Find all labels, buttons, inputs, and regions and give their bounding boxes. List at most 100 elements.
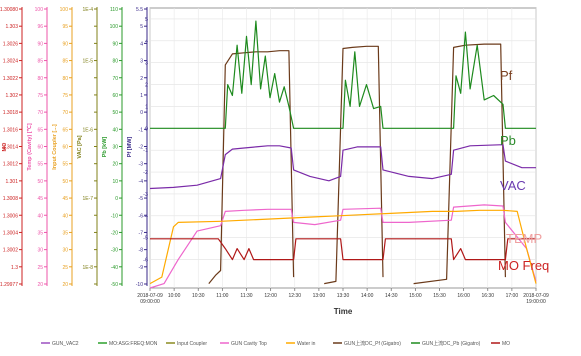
axis-tick-label: 96 [37,24,43,30]
axis-tick-label: 1E-8 [82,265,93,271]
series-line [149,209,537,285]
legend-item[interactable]: MO:ASG:FREQ:MON [98,341,158,347]
legend: GUN_VAC2 MO:ASG:FREQ:MON Input Coupler GUN … [41,340,510,347]
axis-tick-label: 65 [37,127,43,133]
legend-item[interactable]: Input Coupler [166,341,207,347]
series-label: Pf [500,68,513,83]
axis-tick-label: 5 [140,24,143,30]
series-line [208,50,295,284]
axis-label: VAC [Pa] [77,135,83,158]
axis-tick-label: 1.3012 [3,162,19,168]
legend-label: GUN上流DC_Pf (Gigatro) [344,340,401,347]
axis-0: 1.30080 1.303 1.3026 1.3024 1.3022 1.302 1.301… [0,7,23,288]
axis-tick-label: 80 [62,76,68,82]
axis-tick-label: -8 [139,248,144,254]
axis-tick-label: 85 [37,59,43,65]
x-tick-label: 12:30 [288,293,301,299]
axis-tick-label: 80 [112,59,118,65]
series-line [149,204,537,289]
series-label: VAC [500,178,526,193]
axis-tick-label: -30 [111,248,118,254]
legend-label: Water in [297,341,316,347]
series-4 [149,209,537,285]
series-line [149,144,536,190]
axis-tick-label: 50 [62,179,68,185]
axis-tick-label: -40 [111,265,118,271]
axis-tick-label: 1.3016 [3,127,19,133]
x-tick-label: 11:00 [216,293,228,299]
axis-tick-label: -1 [139,127,144,133]
axis-tick-label: 40 [37,213,43,219]
axis-tick-label: -9 [139,265,144,271]
axis-tick-label: 75 [37,93,43,99]
axis-tick-label: 45 [37,196,43,202]
axis-tick-label: 60 [112,93,118,99]
y-tick-label: 5 [145,17,148,23]
series-label: TEMP [506,231,542,246]
axis-tick-label: 40 [62,213,68,219]
axis-tick-label: 1.3026 [3,41,19,47]
axis-tick-label: 90 [37,41,43,47]
axis-tick-label: -20 [111,230,118,236]
axis-tick-label: 50 [37,179,43,185]
x-tick-label: 15:30 [433,293,446,299]
legend-item[interactable]: Water in [286,341,316,347]
legend-label: Input Coupler [177,341,207,347]
axis-tick-label: 1.3002 [3,248,19,254]
legend-item[interactable]: GUN上流DC_Pf (Gigatro) [333,340,401,347]
x-axis-ticks: 2018-07-09 09:00:00 10:00 10:30 11:00 11:30 12… [137,288,549,305]
axis-1: 100 96 90 85 80 75 70 65 60 55 50 45 40 35 30 25 20 Temp … [26,7,48,288]
series-line [413,43,506,285]
axis-tick-label: 30 [37,248,43,254]
left-axes: 1.300801.3031.30261.30241.30221.3021.301… [0,7,148,288]
x-tick-label: 16:00 [457,293,470,299]
axis-tick-label: 40 [112,127,118,133]
axis-tick-label: 110 [110,7,118,13]
legend-label: GUN_VAC2 [52,341,79,347]
x-tick-label: 13:00 [313,293,326,299]
axis-tick-label: 2 [140,76,143,82]
axis-tick-label: -10 [111,213,118,219]
y-tick-label: 0 [145,126,148,132]
axis-tick-label: 1.3006 [3,213,19,219]
axis-4: 1101009080706050403020100-10-20-30-40-50… [102,7,123,288]
axis-tick-label: 3 [140,59,143,65]
legend-item[interactable]: GUN_VAC2 [41,341,79,347]
axis-tick-label: 95 [62,24,68,30]
series-2 [149,144,536,190]
axis-tick-label: 1.303 [5,24,18,30]
y-tick-label: 4 [145,39,148,45]
axis-tick-label: 65 [62,127,68,133]
axis-label: Pf [MW] [127,137,133,158]
axis-tick-label: 45 [62,196,68,202]
axis-tick-label: 4 [140,41,143,47]
y-tick-label: -5 [143,236,148,242]
axis-3: 1E-4 1E-5 1E-6 1E-7 1E-8 VAC [Pa] [77,7,98,286]
axis-tick-label: 100 [110,24,119,30]
axis-tick-label: 70 [112,76,118,82]
legend-item[interactable]: GUN上流DC_Pb (Gigatro) [411,340,481,347]
axis-2: 100 95 90 85 80 75 70 65 60 55 50 45 40 35 30 25 20 Input… [52,7,73,288]
axis-tick-label: 1E-6 [82,127,93,133]
axis-tick-label: -5 [139,196,144,202]
axis-tick-label: -6 [139,213,144,219]
axis-tick-label: 20 [37,282,43,288]
axis-label: Input Coupler [...] [52,124,58,170]
axis-tick-label: 1E-5 [82,59,93,65]
series-label: Pb [500,133,516,148]
axis-tick-label: -4 [139,179,144,185]
axis-tick-label: 60 [62,145,68,151]
series-1 [150,20,536,129]
axis-label: Temp (Cavity) [℃] [26,123,33,170]
axis-tick-label: 20 [62,282,68,288]
axis-tick-label: 0 [140,110,143,116]
axis-tick-label: 20 [112,162,118,168]
axis-tick-label: 30 [112,145,118,151]
axis-tick-label: -3 [139,162,144,168]
axis-tick-label: 1.302 [5,93,18,99]
axis-label: MO [2,142,8,152]
legend-item[interactable]: GUN Cavity Top [220,341,267,347]
legend-item[interactable]: MO [491,341,510,347]
